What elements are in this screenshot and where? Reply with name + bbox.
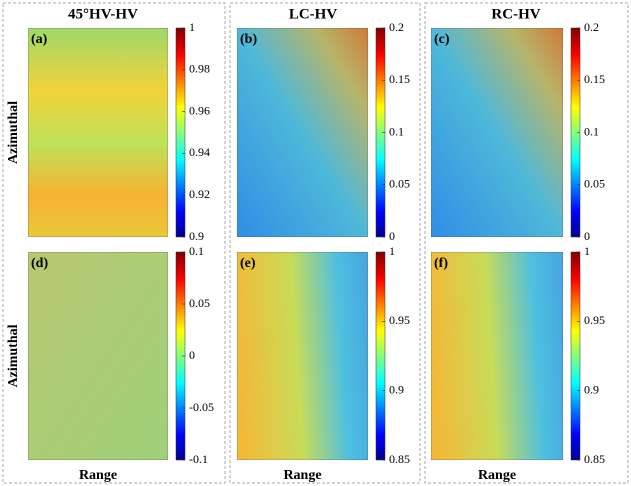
colorbar-tick-label: 0.1 <box>584 124 599 138</box>
colorbar <box>570 251 581 461</box>
colorbar-tick-label: 0.05 <box>189 296 210 310</box>
map-image <box>430 27 564 238</box>
colorbar-tick-label: 0 <box>189 348 195 362</box>
colorbar-tick-label: 0.94 <box>189 145 210 159</box>
column-title: RC-HV <box>491 6 540 22</box>
x-axis-label: Range <box>283 468 321 483</box>
colorbar-tick-label: 0.9 <box>189 229 204 243</box>
map-image <box>27 27 169 238</box>
colorbar-tick-label: 0 <box>389 229 395 243</box>
colorbar-tick-label: 1 <box>389 244 395 258</box>
map-image <box>27 251 169 461</box>
map-image <box>236 27 369 238</box>
colorbar-tick-label: 0.2 <box>389 20 404 34</box>
frame <box>424 2 629 484</box>
colorbar-tick-label: 0.9 <box>389 382 404 396</box>
colorbar-tick-label: 0.1 <box>189 244 204 258</box>
colorbar-tick-label: 0.95 <box>584 313 605 327</box>
colorbar-tick-label: 0.9 <box>584 382 599 396</box>
colorbar-tick-label: 0.15 <box>389 72 410 86</box>
y-axis-label: Azimuthal <box>6 324 21 387</box>
colorbar-tick-label: 0.15 <box>584 72 605 86</box>
panel-label: (c) <box>434 32 450 47</box>
colorbar-tick-label: 1 <box>189 20 195 34</box>
panel-label: (f) <box>434 256 448 271</box>
map-image <box>236 251 369 461</box>
colorbar-tick-label: 0.96 <box>189 103 210 117</box>
colorbar-tick-label: 0.2 <box>584 20 599 34</box>
frame <box>2 2 226 484</box>
panel-label: (e) <box>240 256 256 271</box>
map-image <box>430 251 564 461</box>
panel-label: (b) <box>240 32 257 47</box>
frame <box>229 2 421 484</box>
x-axis-label: Range <box>478 468 516 483</box>
colorbar-tick-label: -0.1 <box>189 452 208 466</box>
panel-label: (a) <box>31 32 48 47</box>
colorbar-tick-label: -0.05 <box>189 400 214 414</box>
colorbar-tick-label: 0.85 <box>584 452 605 466</box>
x-axis-label: Range <box>79 468 117 483</box>
colorbar-tick-label: 0.05 <box>389 177 410 191</box>
colorbar-tick-label: 0.95 <box>389 313 410 327</box>
colorbar-tick-label: 0.92 <box>189 187 210 201</box>
panel-label: (d) <box>31 256 48 271</box>
column-title: LC-HV <box>289 6 338 22</box>
colorbar-tick-label: 0 <box>584 229 590 243</box>
colorbar-tick-label: 0.05 <box>584 177 605 191</box>
y-axis-label: Azimuthal <box>6 101 21 164</box>
column-title: 45°HV-HV <box>68 6 138 22</box>
colorbar-tick-label: 0.98 <box>189 62 210 76</box>
colorbar <box>175 27 186 238</box>
colorbar-tick-label: 1 <box>584 244 590 258</box>
colorbar <box>375 251 386 461</box>
colorbar-tick-label: 0.85 <box>389 452 410 466</box>
colorbar-tick-label: 0.1 <box>389 124 404 138</box>
